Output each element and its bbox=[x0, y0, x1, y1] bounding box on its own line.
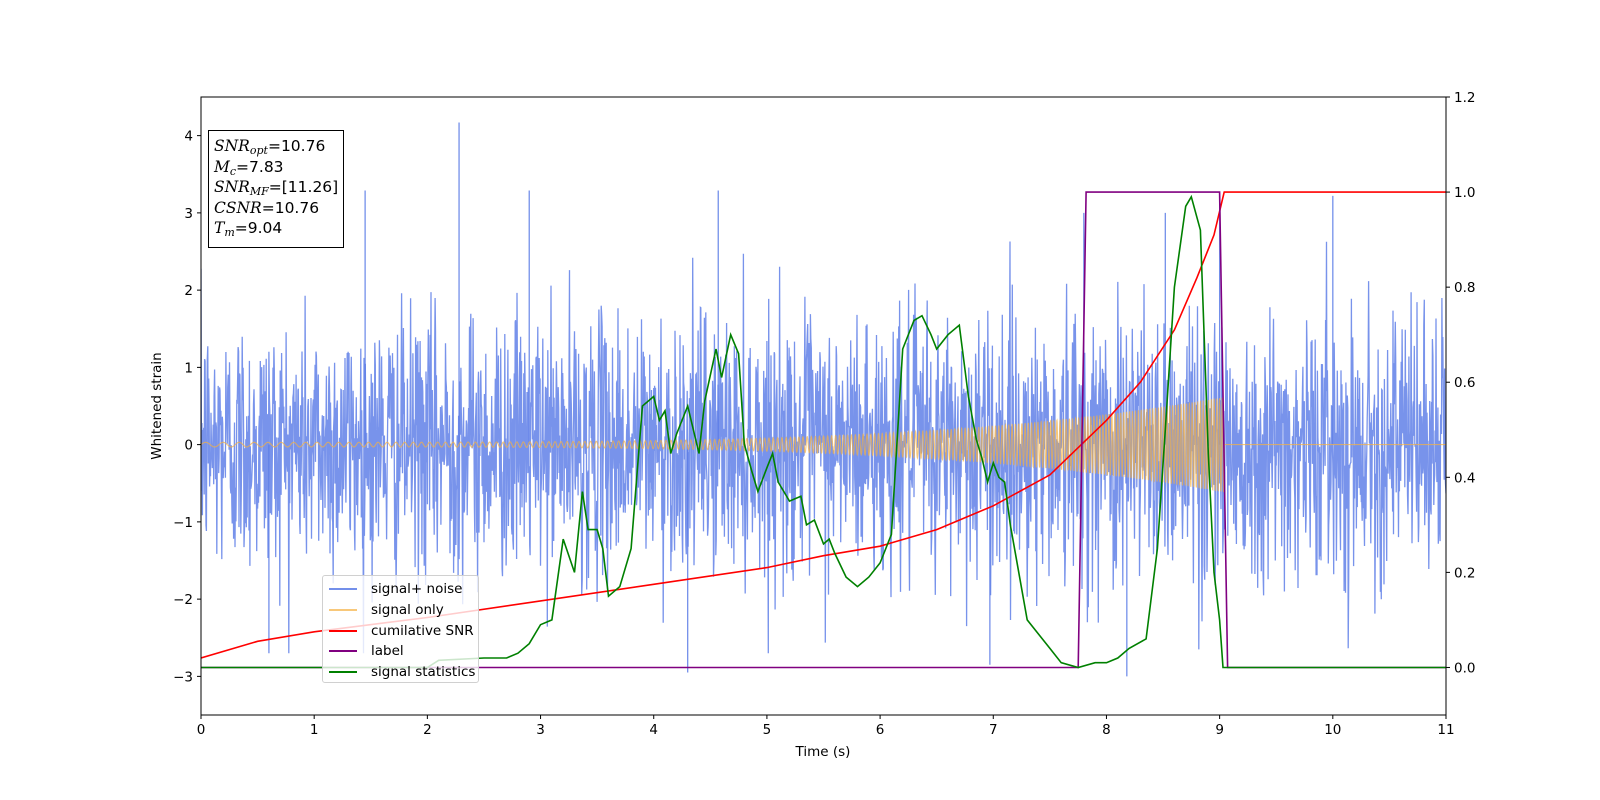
legend-label: signal only bbox=[371, 602, 444, 619]
y-tick-label: 0 bbox=[184, 438, 193, 454]
x-tick-label: 3 bbox=[536, 722, 545, 738]
y-tick-label: −2 bbox=[173, 592, 193, 608]
x-tick-label: 7 bbox=[989, 722, 998, 738]
legend-item: signal only bbox=[329, 600, 478, 621]
x-tick-label: 11 bbox=[1437, 722, 1454, 738]
y-axis-label: Whitened strain bbox=[149, 352, 165, 459]
legend-swatch bbox=[329, 629, 357, 632]
annotation-row: SNRopt=10.76 bbox=[214, 137, 326, 157]
legend-label: signal+ noise bbox=[371, 581, 463, 598]
y-tick-label: 3 bbox=[184, 206, 193, 222]
legend-swatch bbox=[329, 609, 357, 612]
series-line-signal-statistics bbox=[201, 194, 1446, 669]
annotation-row: SNRMF=[11.26] bbox=[214, 178, 339, 198]
legend-item: label bbox=[329, 641, 478, 662]
x-tick-label: 1 bbox=[310, 722, 319, 738]
legend: signal+ noise signal only cumilative SNR la… bbox=[322, 575, 479, 683]
legend-label: label bbox=[371, 643, 404, 660]
legend-item: signal+ noise bbox=[329, 579, 478, 600]
x-tick-label: 5 bbox=[763, 722, 772, 738]
annotation-row: Tm=9.04 bbox=[214, 219, 283, 239]
legend-label: cumilative SNR bbox=[371, 622, 474, 639]
y2-tick-label: 0.2 bbox=[1454, 565, 1475, 581]
x-tick-label: 0 bbox=[197, 722, 206, 738]
y2-tick-label: 0.4 bbox=[1454, 470, 1475, 486]
x-axis-label: Time (s) bbox=[795, 744, 851, 760]
x-tick-label: 4 bbox=[649, 722, 658, 738]
series-line-signal-only bbox=[201, 397, 1446, 493]
legend-item: signal statistics bbox=[329, 662, 478, 683]
y-tick-label: −1 bbox=[173, 515, 193, 531]
legend-label: signal statistics bbox=[371, 664, 476, 681]
x-tick-label: 2 bbox=[423, 722, 432, 738]
y2-tick-label: 0.8 bbox=[1454, 280, 1475, 296]
y-tick-label: 2 bbox=[184, 283, 193, 299]
legend-swatch bbox=[329, 650, 357, 653]
legend-swatch bbox=[329, 588, 357, 591]
annotation-row: Mc=7.83 bbox=[214, 157, 284, 178]
annotation-row: CSNR=10.76 bbox=[214, 198, 320, 217]
y2-tick-label: 0.6 bbox=[1454, 375, 1475, 391]
annotation-box: SNRopt=10.76 Mc=7.83 SNRMF=[11.26] CSNR=10.… bbox=[208, 130, 344, 248]
series-line-signal-noise bbox=[201, 241, 1446, 654]
y-tick-label: −3 bbox=[173, 669, 193, 685]
y-tick-label: 1 bbox=[184, 360, 193, 376]
x-tick-label: 10 bbox=[1324, 722, 1341, 738]
y2-tick-label: 1.2 bbox=[1454, 90, 1475, 106]
legend-item: cumilative SNR bbox=[329, 620, 478, 641]
legend-swatch bbox=[329, 671, 357, 674]
x-tick-label: 8 bbox=[1102, 722, 1111, 738]
y-tick-label: 4 bbox=[184, 129, 193, 145]
y2-tick-label: 1.0 bbox=[1454, 185, 1475, 201]
plot-frame bbox=[200, 96, 1447, 716]
x-tick-label: 9 bbox=[1215, 722, 1224, 738]
y2-tick-label: 0.0 bbox=[1454, 660, 1475, 676]
x-tick-label: 6 bbox=[876, 722, 885, 738]
